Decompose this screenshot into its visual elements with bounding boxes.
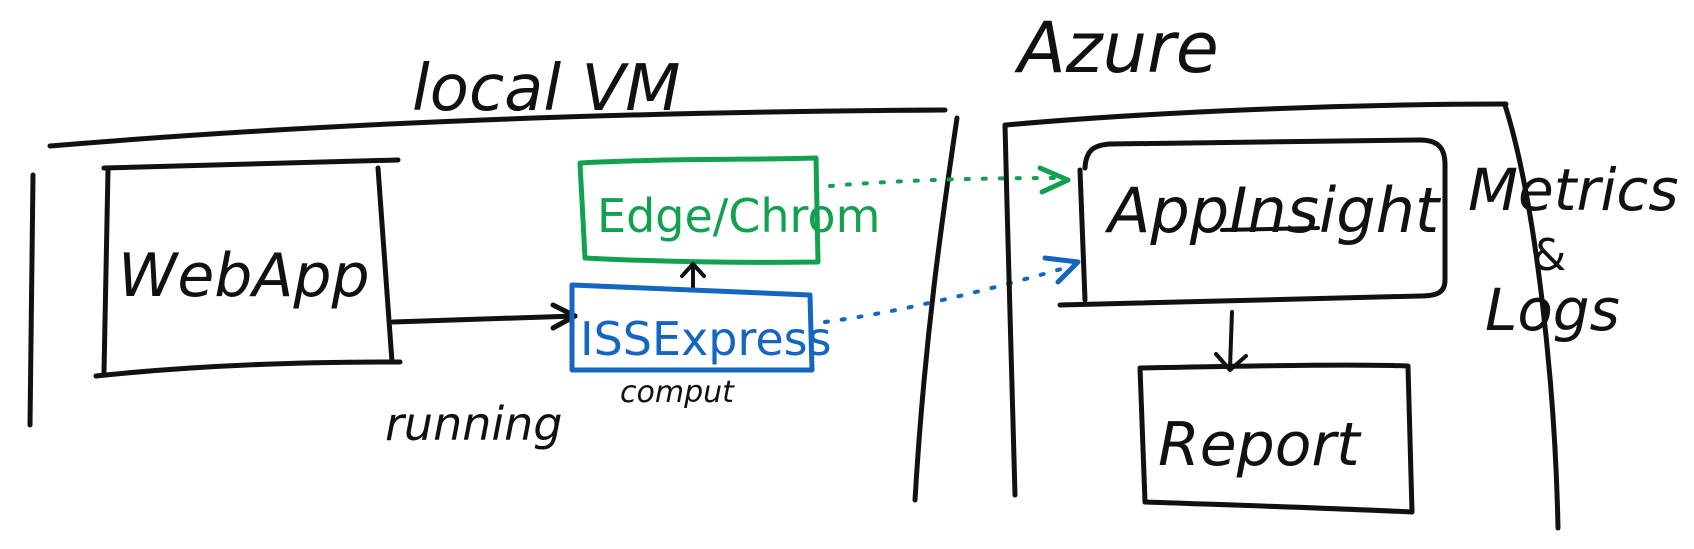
and-sign: & [1532,230,1566,281]
compute-label: comput [620,375,735,410]
report-label: Report [1158,410,1362,480]
azure-title: Azure [1014,7,1219,89]
local-vm-left-line [27,172,36,428]
edge-to-appinsight-arrowhead [1037,165,1071,195]
appinsight-underline [1220,226,1320,232]
logs-label: Logs [1485,276,1620,344]
iis-to-appinsight-arrowhead [1042,255,1081,285]
report-arrow-head [1214,352,1248,372]
local-vm-right-line [912,115,960,503]
appinsight-box-left [1077,167,1088,303]
iis-to-appinsight-dotted [823,263,1077,324]
webapp-box-left [101,167,111,375]
appinsight-box-outline [1057,137,1448,308]
iis-express-label: ISSExpress [580,312,832,366]
azure-left-line [1002,122,1018,498]
metrics-label: Metrics [1468,156,1679,224]
webapp-box-right [375,165,395,365]
report-box [1137,362,1415,515]
iis-express-box [569,282,815,373]
edge-chrome-label: Edge/Chrom [597,189,880,243]
compute-up-arrow-head [680,262,706,278]
local-vm-top-line [47,107,948,149]
edge-chrome-box [577,155,821,265]
webapp-box-top [101,157,401,171]
running-arrow-line [390,313,578,325]
azure-top-line [1003,101,1509,128]
webapp-label: WebApp [118,241,370,311]
running-label: running [385,397,563,451]
webapp-box-bottom [93,359,403,379]
appinsight-label: AppInsight [1104,174,1442,247]
running-arrow-head [550,302,578,331]
report-arrow-line [1228,310,1234,370]
azure-right-line [1502,102,1561,531]
